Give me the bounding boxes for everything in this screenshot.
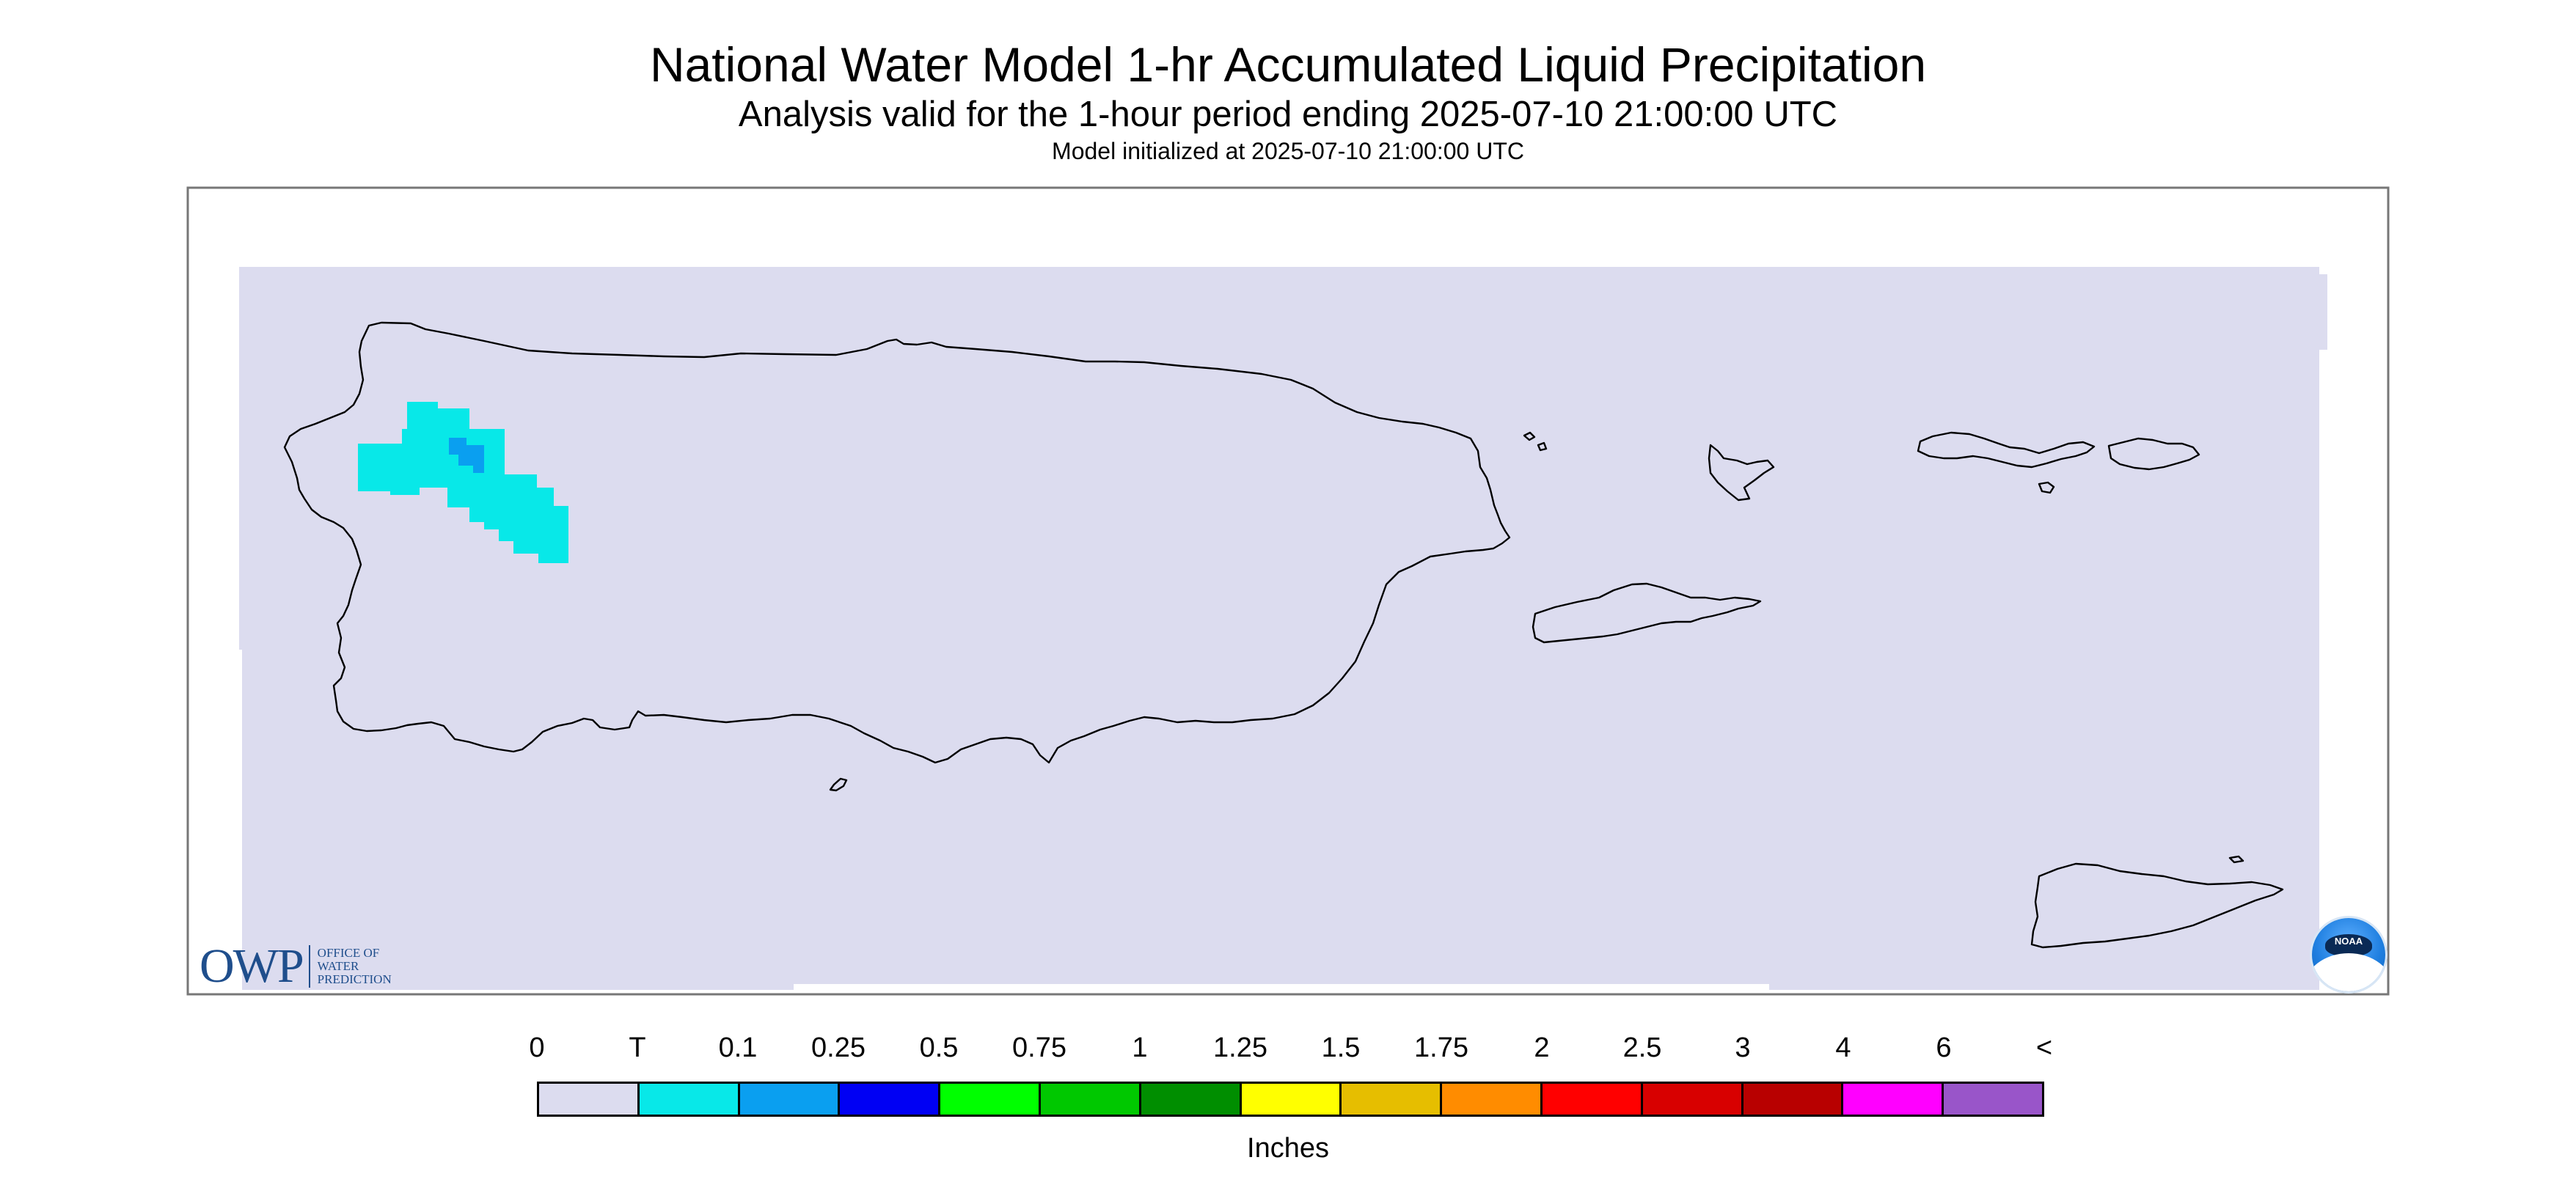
noaa-logo-text: NOAA — [2334, 936, 2363, 947]
legend-tick-label: 1 — [1132, 1032, 1148, 1063]
legend-tick-label: 2.5 — [1622, 1032, 1662, 1063]
noaa-logo: NOAA — [2312, 918, 2385, 991]
legend-tick-label: 1.5 — [1321, 1032, 1361, 1063]
precip-area-trace — [358, 402, 568, 563]
owp-logo-text: OFFICE OF WATER PREDICTION — [318, 947, 392, 986]
model-domain — [239, 267, 2327, 990]
water-island-coastline — [2038, 481, 2055, 494]
legend-tick-label: 1.25 — [1213, 1032, 1267, 1063]
st-john-coastline — [2107, 437, 2200, 471]
puerto-rico-coastline — [283, 321, 1511, 764]
small-cay-east — [1537, 441, 1548, 452]
legend-tick-label: 0.25 — [811, 1032, 866, 1063]
legend-tick-label: 3 — [1735, 1032, 1751, 1063]
mona-island-coastline — [829, 777, 848, 792]
legend-swatch — [1241, 1084, 1342, 1115]
st-thomas-coastline — [1917, 431, 2096, 469]
small-cay-north — [1523, 431, 1536, 441]
st-croix-coastline — [2030, 862, 2284, 949]
legend-labels: 0 T 0.1 0.25 0.5 0.75 1 1.25 1.5 1.75 2 2.5 3 4 6 < — [0, 1030, 2576, 1067]
legend-color-bar — [537, 1082, 2044, 1117]
small-cay-st-croix — [2228, 855, 2244, 864]
legend-units-label: Inches — [1247, 1133, 1329, 1164]
legend-swatch — [539, 1084, 640, 1115]
precip-area-0.1 — [449, 438, 484, 473]
legend-swatch — [940, 1084, 1041, 1115]
legend-swatch — [1843, 1084, 1944, 1115]
legend-tick-label: 0.5 — [919, 1032, 959, 1063]
legend-swatch — [840, 1084, 941, 1115]
legend-swatch — [1642, 1084, 1743, 1115]
noaa-wave-icon — [2312, 953, 2385, 991]
legend-swatch — [739, 1084, 841, 1115]
vieques-coastline — [1532, 582, 1762, 644]
owp-logo: OWP OFFICE OF WATER PREDICTION — [200, 941, 392, 992]
legend-tick-label: 1.75 — [1414, 1032, 1468, 1063]
owp-logo-line-2: WATER — [317, 959, 359, 973]
legend-swatch — [1944, 1084, 2042, 1115]
culebra-coastline — [1708, 444, 1775, 502]
legend-tick-label: 2 — [1534, 1032, 1550, 1063]
legend-tick-label: < — [2035, 1032, 2053, 1063]
legend-swatch — [1743, 1084, 1844, 1115]
legend-tick-label: 0.75 — [1012, 1032, 1066, 1063]
legend-tick-label: 0.1 — [718, 1032, 758, 1063]
model-init-line: Model initialized at 2025-07-10 21:00:00… — [1052, 138, 1524, 164]
legend-swatch — [1141, 1084, 1242, 1115]
map-subtitle: Analysis valid for the 1-hour period end… — [738, 95, 1838, 134]
legend-swatch — [1342, 1084, 1443, 1115]
owp-logo-line-3: PREDICTION — [317, 972, 392, 986]
legend-tick-label: 6 — [1936, 1032, 1952, 1063]
legend-swatch — [1442, 1084, 1543, 1115]
map-title: National Water Model 1-hr Accumulated Li… — [649, 37, 1927, 92]
legend-swatch — [1040, 1084, 1141, 1115]
legend-tick-label: T — [629, 1032, 646, 1063]
legend-tick-label: 4 — [1835, 1032, 1851, 1063]
coastlines — [283, 321, 2284, 949]
noaa-bird-icon — [2325, 934, 2372, 956]
owp-logo-mark: OWP — [200, 939, 304, 993]
owp-logo-line-1: OFFICE OF — [317, 946, 380, 960]
legend-swatch — [1542, 1084, 1643, 1115]
legend-tick-label: 0 — [529, 1032, 545, 1063]
legend-swatch — [639, 1084, 740, 1115]
owp-logo-divider — [308, 945, 310, 988]
